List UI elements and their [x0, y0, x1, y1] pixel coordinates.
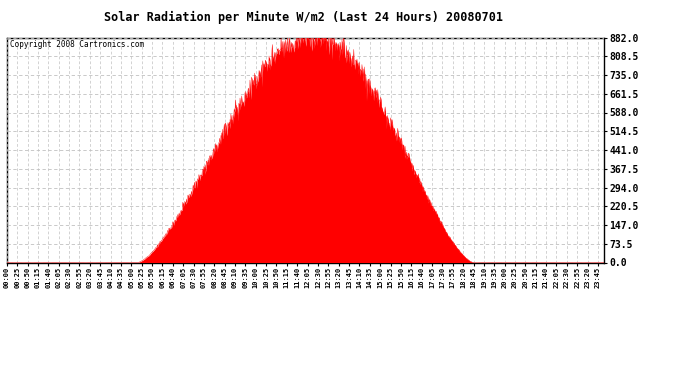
Text: Copyright 2008 Cartronics.com: Copyright 2008 Cartronics.com — [10, 40, 144, 49]
Text: Solar Radiation per Minute W/m2 (Last 24 Hours) 20080701: Solar Radiation per Minute W/m2 (Last 24… — [104, 11, 503, 24]
